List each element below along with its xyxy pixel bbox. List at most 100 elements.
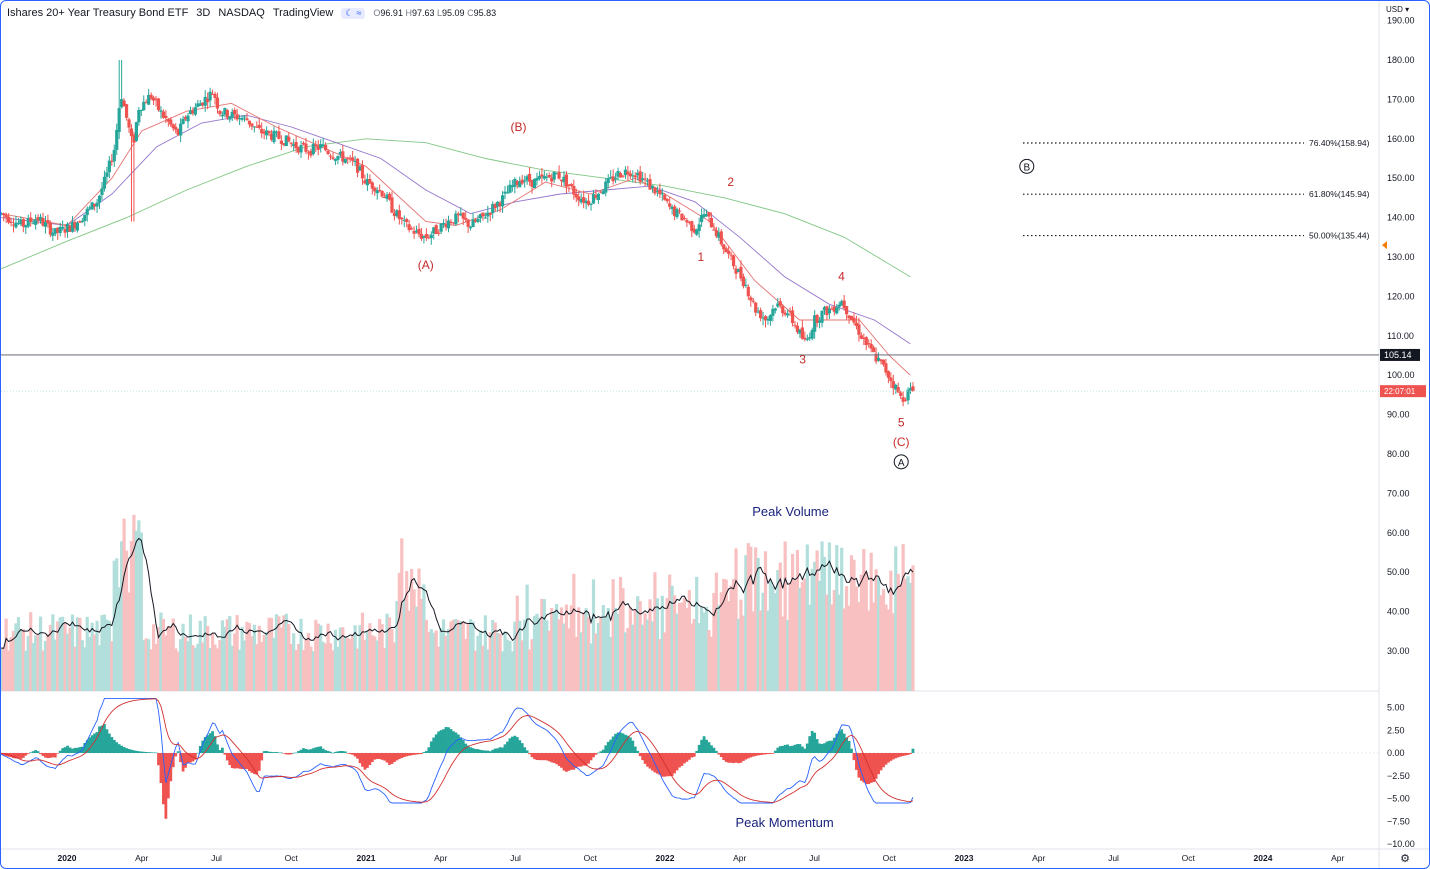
settings-gear-icon[interactable]: ⚙ bbox=[1400, 853, 1410, 865]
macd-histogram-bar bbox=[663, 753, 667, 777]
candle-body bbox=[820, 310, 824, 323]
macd-histogram-bar bbox=[405, 753, 409, 757]
macd-histogram-bar bbox=[449, 729, 453, 753]
volume-bar bbox=[508, 641, 512, 691]
candle-body bbox=[510, 185, 514, 188]
volume-bar bbox=[591, 579, 596, 691]
candle-body bbox=[16, 222, 21, 224]
volume-bar bbox=[901, 544, 905, 691]
macd-histogram-bar bbox=[665, 753, 669, 777]
candle-body bbox=[151, 97, 156, 101]
currency-selector[interactable]: USD ▾ bbox=[1386, 5, 1409, 14]
volume-bar bbox=[358, 625, 362, 691]
macd-histogram-bar bbox=[41, 753, 45, 756]
countdown-label: 22:07:01 bbox=[1384, 387, 1416, 396]
candle-body bbox=[734, 268, 738, 274]
volume-bar bbox=[857, 602, 861, 691]
candle-body bbox=[879, 359, 883, 362]
candle-body bbox=[682, 218, 687, 220]
candle-body bbox=[166, 119, 170, 122]
candle-body bbox=[817, 320, 822, 323]
candle-body bbox=[272, 130, 276, 143]
macd-histogram-bar bbox=[196, 752, 200, 754]
volume-bar bbox=[454, 619, 458, 691]
volume-bar bbox=[129, 541, 134, 691]
candle-body bbox=[717, 232, 721, 238]
volume-bar bbox=[429, 629, 433, 691]
candle-body bbox=[127, 119, 131, 128]
volume-ma-line bbox=[1, 537, 914, 649]
volume-bar bbox=[142, 640, 146, 691]
macd-histogram-bar bbox=[749, 753, 753, 758]
macd-histogram-bar bbox=[353, 753, 357, 757]
macd-histogram-bar bbox=[837, 731, 841, 753]
candle-body bbox=[176, 129, 180, 135]
volume-bar bbox=[183, 636, 188, 691]
candle-body bbox=[1, 212, 3, 214]
macd-histogram-bar bbox=[628, 737, 632, 753]
macd-histogram-bar bbox=[373, 753, 377, 760]
macd-histogram-bar bbox=[442, 729, 445, 753]
candle-body bbox=[375, 190, 379, 194]
volume-bar bbox=[65, 633, 70, 691]
candle-body bbox=[899, 392, 903, 396]
symbol-title[interactable]: Ishares 20+ Year Treasury Bond ETF bbox=[7, 7, 189, 19]
volume-bar bbox=[203, 616, 207, 691]
interval-label[interactable]: 3D bbox=[196, 7, 211, 19]
candle-body bbox=[520, 179, 524, 184]
macd-histogram-bar bbox=[452, 731, 455, 753]
candle-body bbox=[360, 164, 365, 179]
candle-body bbox=[559, 179, 564, 182]
macd-histogram-bar bbox=[707, 742, 711, 753]
candle-body bbox=[2, 213, 6, 215]
macd-histogram-bar bbox=[525, 750, 529, 753]
macd-histogram-bar bbox=[855, 753, 858, 770]
macd-histogram-bar bbox=[783, 744, 787, 753]
volume-bar bbox=[124, 550, 129, 691]
macd-histogram-bar bbox=[461, 740, 465, 753]
candle-body bbox=[26, 218, 30, 227]
volume-bar bbox=[881, 588, 886, 691]
candle-body bbox=[424, 234, 428, 238]
candle-body bbox=[722, 244, 726, 250]
volume-bar bbox=[287, 624, 291, 691]
macd-histogram-bar bbox=[518, 740, 522, 753]
volume-bar bbox=[815, 550, 819, 691]
macd-histogram-bar bbox=[174, 753, 178, 757]
macd-histogram-bar bbox=[420, 753, 423, 755]
price-tick-label: 70.00 bbox=[1387, 488, 1410, 498]
macd-histogram-bar bbox=[230, 753, 234, 769]
volume-bar bbox=[805, 544, 809, 691]
candle-body bbox=[527, 173, 532, 182]
volume-bar bbox=[95, 620, 99, 691]
status-badge[interactable]: ☾ ≈ bbox=[341, 7, 366, 19]
macd-histogram-bar bbox=[830, 740, 834, 753]
macd-histogram-bar bbox=[828, 740, 831, 753]
candle-body bbox=[348, 157, 352, 159]
volume-bar bbox=[599, 617, 603, 691]
candlesticks bbox=[1, 60, 915, 407]
volume-bar bbox=[690, 623, 694, 691]
volume-bar bbox=[174, 648, 178, 691]
candle-body bbox=[471, 219, 475, 228]
candle-body bbox=[881, 359, 886, 365]
circled-wave-label: B bbox=[1023, 162, 1030, 173]
price-tick-label: 90.00 bbox=[1387, 410, 1410, 420]
candle-body bbox=[611, 176, 615, 182]
macd-histogram-bar bbox=[800, 746, 804, 753]
candle-body bbox=[193, 107, 197, 115]
candle-body bbox=[805, 338, 809, 340]
volume-bar bbox=[414, 606, 419, 691]
volume-bar bbox=[658, 639, 662, 691]
volume-bar bbox=[754, 547, 758, 691]
candle-body bbox=[301, 142, 306, 145]
macd-histogram-bar bbox=[66, 745, 69, 753]
candle-body bbox=[746, 286, 750, 297]
candle-body bbox=[744, 284, 748, 286]
candle-body bbox=[842, 300, 846, 309]
candle-body bbox=[83, 214, 87, 221]
macd-histogram-bar bbox=[107, 733, 111, 753]
volume-bar bbox=[441, 619, 446, 691]
volume-bar bbox=[164, 635, 168, 691]
